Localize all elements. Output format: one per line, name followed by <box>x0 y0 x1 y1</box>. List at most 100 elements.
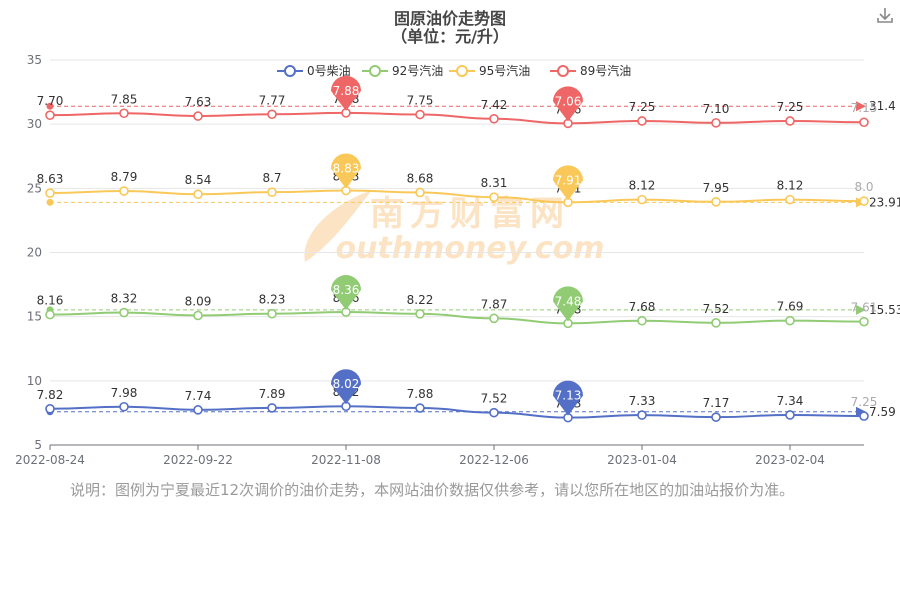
series-line <box>49 405 865 419</box>
data-point[interactable] <box>193 310 203 321</box>
data-point[interactable] <box>193 111 203 121</box>
series-line <box>49 311 865 325</box>
data-point[interactable] <box>415 109 425 120</box>
data-label: 8.16 <box>37 294 64 308</box>
legend-label: 0号柴油 <box>307 64 351 78</box>
data-label: 7.68 <box>629 300 656 314</box>
data-point[interactable] <box>489 113 499 124</box>
data-point[interactable] <box>489 407 499 418</box>
data-point[interactable] <box>267 187 277 197</box>
data-point[interactable] <box>489 313 499 324</box>
data-label: 8.68 <box>407 171 434 185</box>
data-point[interactable] <box>119 307 129 318</box>
data-point[interactable] <box>267 403 277 413</box>
data-point[interactable] <box>711 118 721 128</box>
data-label: 7.74 <box>185 389 212 403</box>
data-label: 7.17 <box>703 396 730 410</box>
data-point[interactable] <box>637 410 647 420</box>
data-label: 8.63 <box>37 172 64 186</box>
max-pin-label: 8.02 <box>333 377 360 391</box>
data-point[interactable] <box>415 187 425 198</box>
data-point[interactable] <box>489 192 499 202</box>
data-label: 7.70 <box>37 94 64 108</box>
y-tick-label: 5 <box>34 438 42 452</box>
average-line-arrow <box>856 101 866 112</box>
data-point[interactable] <box>267 308 277 319</box>
download-icon[interactable] <box>874 4 896 26</box>
data-point[interactable] <box>859 316 869 327</box>
average-line-start <box>46 102 54 110</box>
data-point[interactable] <box>119 401 129 412</box>
data-label: 7.85 <box>111 92 138 106</box>
data-point[interactable] <box>119 108 129 119</box>
legend-marker[interactable] <box>456 65 468 77</box>
data-point[interactable] <box>859 411 869 421</box>
watermark-en: outhmoney.com <box>335 231 604 266</box>
min-pin-label: 7.91 <box>555 173 582 187</box>
data-point[interactable] <box>785 315 795 326</box>
average-value-label: 7.59 <box>869 405 896 419</box>
data-point[interactable] <box>415 309 425 319</box>
watermark-logo <box>304 190 372 262</box>
y-tick-label: 10 <box>27 374 42 388</box>
legend-marker[interactable] <box>369 65 381 77</box>
data-label: 7.77 <box>259 93 286 107</box>
data-point[interactable] <box>711 412 721 422</box>
average-line-arrow <box>856 406 866 417</box>
data-label: 8.31 <box>481 176 508 190</box>
data-point[interactable] <box>637 315 647 326</box>
y-tick-label: 30 <box>27 117 42 131</box>
data-point[interactable] <box>637 116 647 126</box>
data-point[interactable] <box>711 318 721 328</box>
data-label: 7.95 <box>703 181 730 195</box>
series-line <box>49 111 865 125</box>
data-point[interactable] <box>267 109 277 120</box>
data-point[interactable] <box>45 309 55 320</box>
data-label: 7.82 <box>37 388 64 402</box>
data-point[interactable] <box>193 189 203 200</box>
data-label: 7.69 <box>777 300 804 314</box>
data-point[interactable] <box>637 194 647 205</box>
data-label: 7.33 <box>629 394 656 408</box>
data-point[interactable] <box>859 117 869 128</box>
data-point[interactable] <box>859 196 869 206</box>
average-line-start <box>46 198 54 206</box>
min-pin <box>553 165 583 201</box>
data-point[interactable] <box>785 194 795 205</box>
data-point[interactable] <box>45 404 55 414</box>
data-label: 7.89 <box>259 387 286 401</box>
data-point[interactable] <box>711 197 721 207</box>
data-label: 7.88 <box>407 387 434 401</box>
data-point[interactable] <box>45 188 55 198</box>
series-line <box>49 189 865 204</box>
data-label: 8.54 <box>185 173 212 187</box>
data-label: 7.52 <box>481 392 508 406</box>
legend-label: 92号汽油 <box>392 63 443 78</box>
data-label: 8.79 <box>111 170 138 184</box>
data-point[interactable] <box>45 110 55 120</box>
x-tick-label: 2022-08-24 <box>15 453 85 467</box>
data-label: 7.63 <box>185 95 212 109</box>
data-point[interactable] <box>119 186 129 196</box>
data-point[interactable] <box>785 410 795 420</box>
min-pin-label: 7.48 <box>555 294 582 308</box>
data-point[interactable] <box>785 116 795 126</box>
y-tick-label: 20 <box>27 246 42 260</box>
data-point[interactable] <box>415 403 425 413</box>
data-label: 7.25 <box>851 395 878 409</box>
data-label: 7.25 <box>777 100 804 114</box>
legend-label: 89号汽油 <box>580 63 631 78</box>
data-label: 7.34 <box>777 394 804 408</box>
x-tick-label: 2023-02-04 <box>755 453 825 467</box>
max-pin-label: 8.83 <box>333 162 360 176</box>
min-pin-label: 7.13 <box>555 389 582 403</box>
legend-marker[interactable] <box>284 65 296 77</box>
data-label: 8.23 <box>259 293 286 307</box>
data-point[interactable] <box>193 405 203 415</box>
data-label: 7.98 <box>111 386 138 400</box>
max-pin <box>331 75 361 111</box>
legend-label: 95号汽油 <box>479 63 530 78</box>
legend-marker[interactable] <box>557 65 569 77</box>
